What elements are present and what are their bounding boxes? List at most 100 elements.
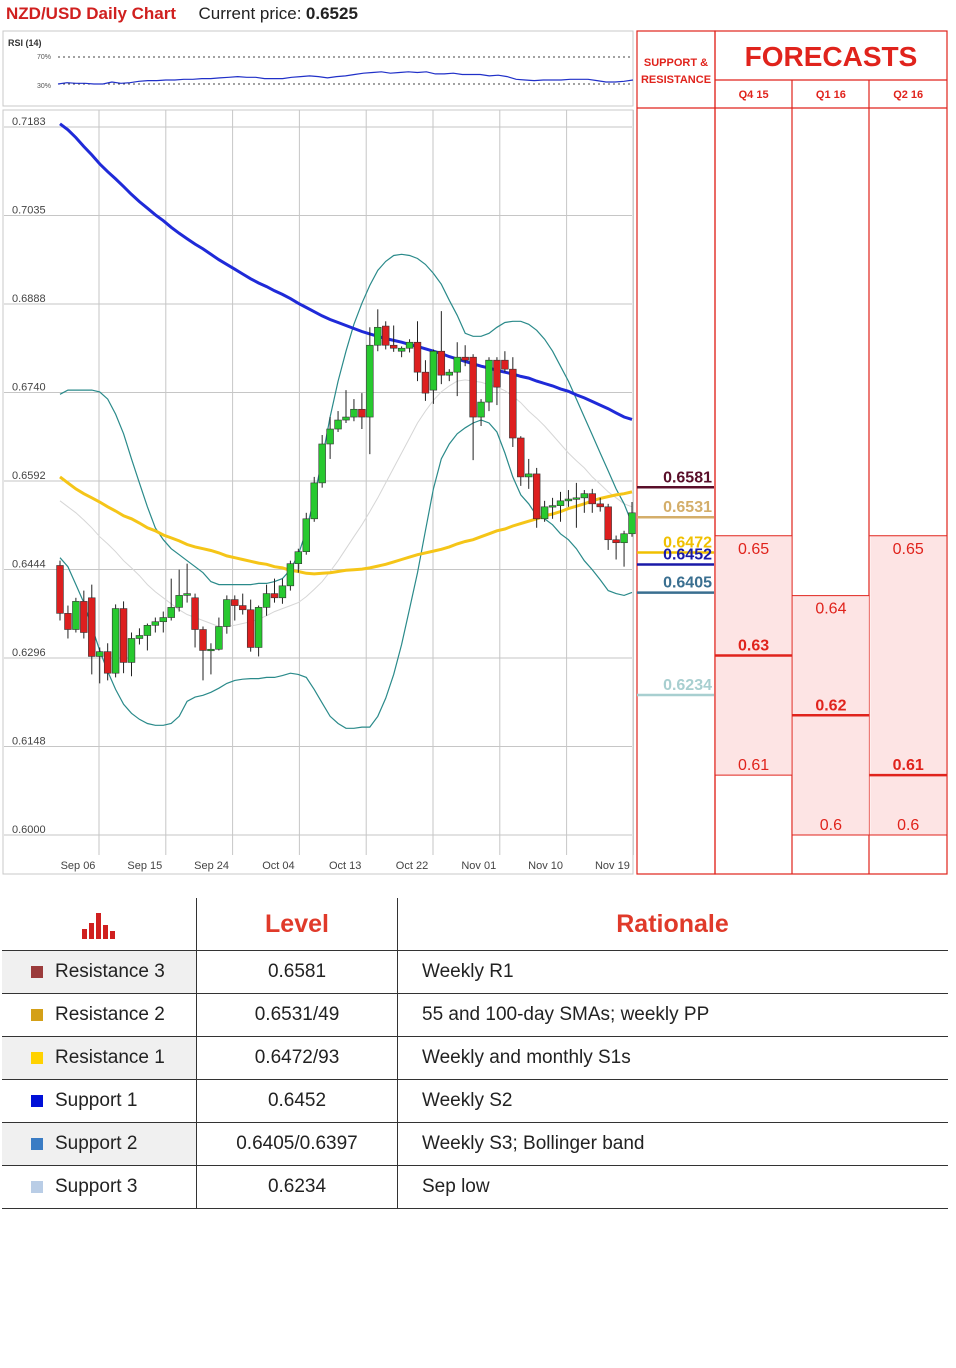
y-tick-label: 0.6592	[12, 470, 46, 482]
chart-title: NZD/USD Daily Chart	[6, 4, 177, 23]
row-name: Resistance 3	[55, 961, 165, 982]
color-swatch	[31, 1181, 43, 1193]
support-resistance-panel: SUPPORT & RESISTANCE 0.65810.65310.64720…	[636, 30, 716, 875]
y-tick-label: 0.7183	[12, 116, 46, 128]
table-header-level: Level	[196, 898, 398, 951]
row-level: 0.6405/0.6397	[196, 1122, 398, 1166]
row-level: 0.6234	[196, 1165, 398, 1209]
x-tick-label: Nov 19	[595, 860, 630, 872]
candle-body	[405, 341, 414, 349]
y-tick-label: 0.6000	[12, 824, 46, 836]
candle-body	[80, 601, 88, 633]
row-name: Resistance 1	[55, 1047, 165, 1068]
forecast-columns: Q4 15 0.65 0.63 0.61 Q1 16 0.64 0.62 0.6 Q2 16 0.…	[715, 89, 947, 836]
candle-body	[262, 593, 271, 608]
y-tick-label: 0.6740	[12, 382, 46, 394]
candle-body	[207, 648, 215, 652]
candle-body	[143, 625, 152, 636]
rsi-label: RSI (14)	[8, 38, 42, 48]
current-price-label: Current price:	[198, 4, 302, 23]
candle-body	[389, 344, 398, 349]
sr-level-value: 0.6452	[663, 546, 712, 563]
table-row: Support 3 0.6234 Sep low	[2, 1165, 948, 1209]
candle-body	[485, 359, 493, 403]
rsi-frame	[2, 30, 634, 107]
candle-body	[612, 539, 620, 544]
forecast-panel: FORECASTS Q4 15 0.65 0.63 0.61 Q1 16 0.64 0.62…	[714, 30, 948, 875]
color-swatch	[31, 1095, 43, 1107]
candle-body	[199, 629, 207, 651]
forecast-column-label: Q4 15	[739, 89, 769, 101]
x-tick-label: Oct 13	[329, 860, 361, 872]
candle-body	[254, 607, 263, 648]
candle-body	[135, 635, 144, 639]
y-tick-label: 0.6296	[12, 647, 46, 659]
ma-200-line	[59, 122, 633, 421]
candle-body	[278, 585, 287, 599]
candle-body	[572, 497, 581, 500]
y-axis-labels: 0.7183 0.7035 0.6888 0.6740 0.6592 0.6444 0.62…	[12, 116, 46, 836]
price-panel: 0.7183 0.7035 0.6888 0.6740 0.6592 0.6444 0.62…	[2, 109, 636, 875]
candle-body	[246, 609, 255, 648]
candle-body	[580, 493, 589, 499]
bollinger-upper	[59, 253, 633, 586]
candle-body	[501, 359, 509, 370]
forecast-mid-value: 0.63	[738, 637, 769, 654]
sr-level-value: 0.6234	[663, 677, 712, 694]
levels-table: Level Rationale Resistance 3 0.6581 Weekly…	[2, 898, 948, 1209]
forecast-low-value: 0.6	[820, 817, 842, 834]
rsi-line	[57, 71, 634, 85]
candle-body	[525, 473, 533, 478]
candle-body	[294, 551, 303, 564]
candle-body	[469, 356, 477, 418]
candle-body	[461, 356, 469, 361]
grid-horizontal	[4, 126, 632, 836]
candle-body	[175, 595, 183, 608]
candle-body	[326, 428, 334, 445]
candle-body	[366, 344, 374, 418]
forecast-low-value: 0.6	[897, 817, 919, 834]
sr-level-value: 0.6472	[663, 535, 712, 552]
sr-level-value: 0.6581	[663, 469, 712, 486]
x-tick-label: Sep 15	[127, 860, 162, 872]
rsi-upper-label: 70%	[37, 54, 51, 61]
forecast-title: FORECASTS	[745, 41, 918, 72]
table-header-rationale: Rationale	[397, 898, 948, 951]
candle-body	[540, 506, 549, 520]
candle-body	[429, 350, 438, 391]
candle-body	[413, 341, 422, 373]
row-name-cell: Support 1	[2, 1079, 197, 1123]
row-level: 0.6531/49	[196, 993, 398, 1037]
candle-body	[183, 593, 191, 596]
table-header-row: Level Rationale	[2, 898, 948, 951]
row-name: Support 1	[55, 1090, 138, 1111]
row-level: 0.6472/93	[196, 1036, 398, 1080]
row-rationale: Weekly S3; Bollinger band	[397, 1122, 948, 1166]
candle-body	[604, 506, 612, 541]
sr-column-frame	[636, 30, 716, 875]
candle-body	[334, 419, 342, 430]
candle-body	[596, 503, 604, 508]
table-row: Support 2 0.6405/0.6397 Weekly S3; Bolling…	[2, 1122, 948, 1166]
sr-label-line1: SUPPORT &	[644, 57, 708, 69]
forecast-high-value: 0.65	[893, 541, 924, 558]
candle-body	[159, 617, 167, 623]
candle-body	[620, 533, 628, 544]
chart-area: RSI (14) 70% 30% 0.7183 0.7035 0.6888 0.674…	[2, 30, 948, 875]
candle-body	[64, 613, 72, 630]
row-name-cell: Resistance 3	[2, 950, 197, 994]
table-row: Resistance 3 0.6581 Weekly R1	[2, 950, 948, 994]
forecast-low-value: 0.61	[738, 757, 769, 774]
row-rationale: Weekly S2	[397, 1079, 948, 1123]
chart-header: NZD/USD Daily Chart Current price: 0.652…	[6, 4, 358, 28]
candle-body	[548, 505, 557, 508]
row-name-cell: Resistance 2	[2, 993, 197, 1037]
candle-body	[509, 368, 517, 439]
candle-body	[111, 608, 120, 674]
candle-body	[215, 626, 223, 650]
rsi-lower-label: 30%	[37, 83, 51, 90]
row-level: 0.6581	[196, 950, 398, 994]
candle-body	[88, 597, 96, 657]
candle-body	[421, 371, 430, 394]
